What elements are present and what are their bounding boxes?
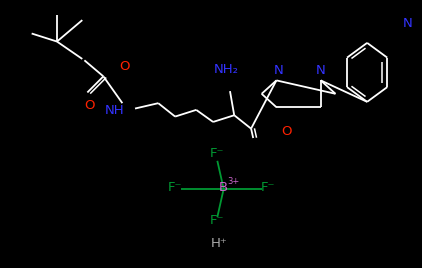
Text: NH: NH [105, 104, 124, 117]
Text: H⁺: H⁺ [211, 237, 228, 250]
Text: F⁻: F⁻ [261, 181, 275, 194]
Text: F⁻: F⁻ [168, 181, 182, 194]
Text: O: O [119, 61, 130, 73]
Text: 3+: 3+ [227, 177, 240, 186]
Text: B: B [219, 181, 228, 194]
Text: N: N [273, 64, 284, 77]
Text: NH₂: NH₂ [214, 64, 239, 76]
Text: F⁻: F⁻ [210, 214, 225, 227]
Text: N: N [316, 64, 326, 77]
Text: O: O [282, 125, 292, 138]
Text: F⁻: F⁻ [210, 147, 225, 160]
Text: O: O [85, 99, 95, 111]
Text: N: N [403, 17, 413, 29]
